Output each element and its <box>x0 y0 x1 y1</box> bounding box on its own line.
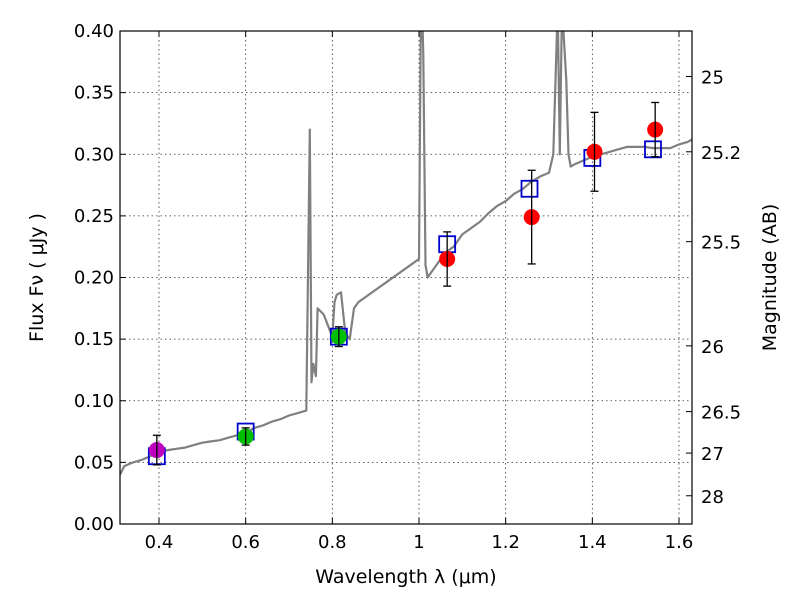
x-tick-label: 0.8 <box>318 532 347 553</box>
grid-lines <box>120 31 692 524</box>
x-axis-title: Wavelength λ (μm) <box>315 566 496 588</box>
x-tick-label: 1 <box>413 532 424 553</box>
y-tick-label: 0.40 <box>74 21 114 42</box>
right-tick-label: 28 <box>701 487 724 508</box>
spectrum-line <box>120 31 692 476</box>
right-tick-label: 25.5 <box>701 233 741 254</box>
right-tick-label: 26 <box>701 337 724 358</box>
y-tick-label: 0.35 <box>74 83 114 104</box>
axis-ticks: 0.4 0.6 0.8 1 1.2 1.4 1.6 0.00 0.05 0.10 0.15 0.20 0… <box>74 21 741 553</box>
y-tick-label: 0.25 <box>74 206 114 227</box>
right-tick-label: 27 <box>701 444 724 465</box>
x-tick-label: 1.6 <box>665 532 694 553</box>
right-axis-title: Magnitude (AB) <box>759 204 781 352</box>
y-tick-label: 0.20 <box>74 268 114 289</box>
right-tick-label: 26.5 <box>701 403 741 424</box>
y-axis-title: Flux Fν ( μJy ) <box>26 213 48 342</box>
right-tick-label: 25 <box>701 68 724 89</box>
model-square <box>520 179 539 198</box>
x-tick-label: 0.4 <box>145 532 174 553</box>
model-square <box>644 140 662 159</box>
observed-photometry-layer <box>148 101 664 466</box>
model-photometry-layer <box>147 140 662 466</box>
y-tick-label: 0.00 <box>74 514 114 535</box>
y-tick-label: 0.15 <box>74 329 114 350</box>
y-tick-label: 0.05 <box>74 452 114 473</box>
spectrum-layer <box>120 31 692 476</box>
x-tick-label: 0.6 <box>231 532 260 553</box>
right-tick-label: 25.2 <box>701 143 741 164</box>
y-tick-label: 0.30 <box>74 144 114 165</box>
x-tick-label: 1.2 <box>491 532 520 553</box>
y-tick-label: 0.10 <box>74 391 114 412</box>
x-tick-label: 1.4 <box>578 532 607 553</box>
